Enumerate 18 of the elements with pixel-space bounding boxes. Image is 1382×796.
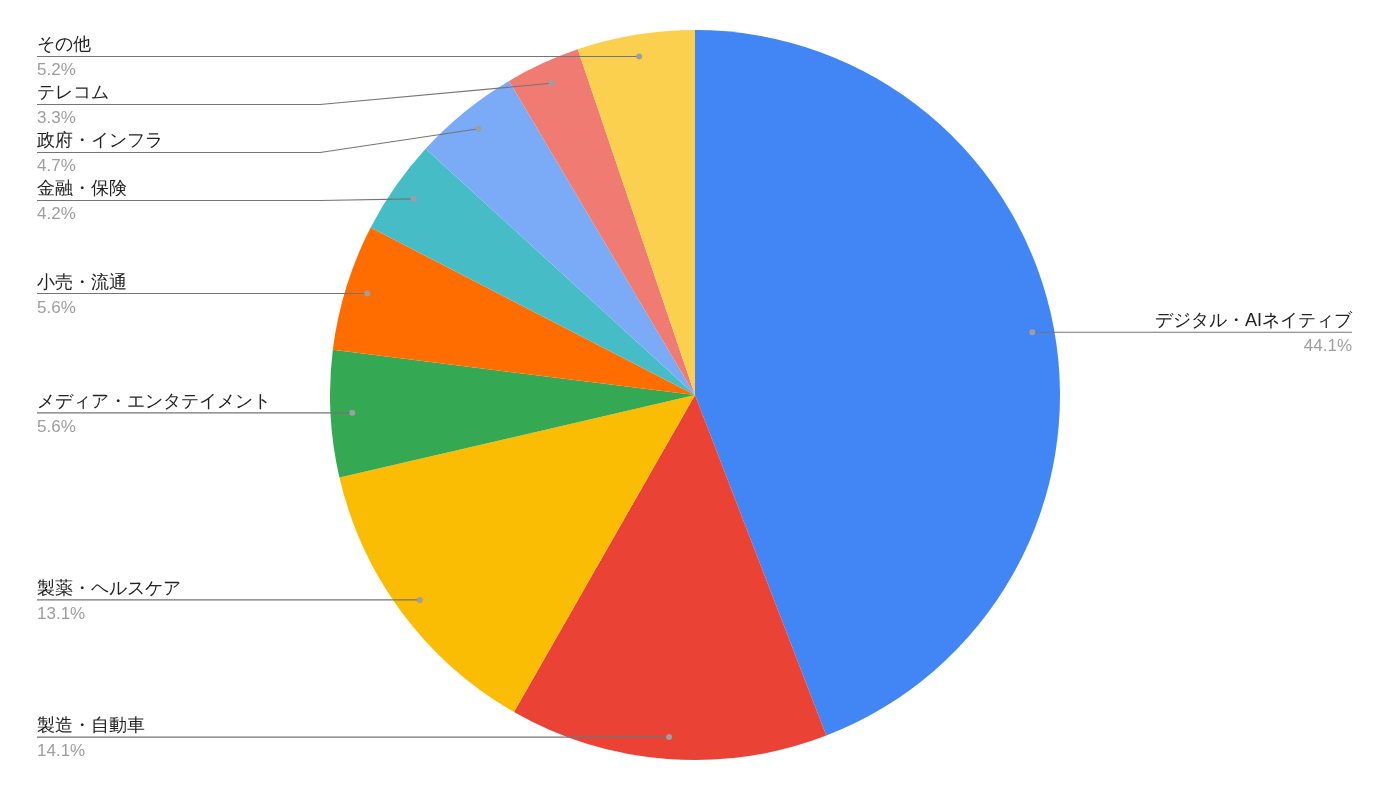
data-label: 4.7%	[37, 156, 76, 176]
slice-label: 製造・自動車	[37, 715, 145, 736]
data-label: 4.2%	[37, 204, 76, 224]
data-label: 14.1%	[37, 741, 86, 761]
slice-label: デジタル・AIネイティブ	[1154, 310, 1353, 331]
data-label: 5.2%	[37, 60, 76, 80]
slice-label: 政府・インフラ	[37, 130, 163, 151]
data-label: 5.6%	[37, 416, 76, 436]
data-label: 5.6%	[37, 297, 76, 317]
data-label: 3.3%	[37, 108, 76, 128]
data-label: 44.1%	[1303, 336, 1352, 356]
slice-label: 金融・保険	[37, 178, 127, 199]
slice-label: テレコム	[37, 82, 109, 103]
slice-label: 製薬・ヘルスケア	[37, 577, 181, 598]
data-label: 13.1%	[37, 603, 86, 623]
slice-label: 小売・流通	[37, 271, 127, 292]
slice-label: その他	[37, 34, 91, 55]
slice-label: メディア・エンタテイメント	[37, 390, 271, 411]
